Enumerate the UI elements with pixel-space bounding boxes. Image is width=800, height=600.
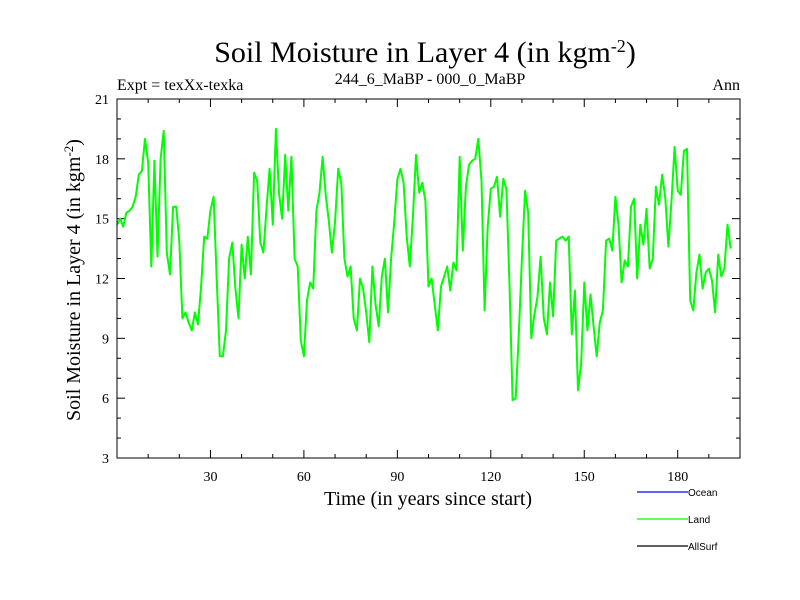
x-tick-label: 150 bbox=[574, 470, 595, 485]
y-tick-label: 12 bbox=[95, 273, 109, 288]
x-axis-label: Time (in years since start) bbox=[324, 488, 532, 510]
plot-frame bbox=[116, 98, 741, 459]
y-tick-label: 21 bbox=[95, 93, 109, 108]
legend: Ocean Land AllSurf bbox=[637, 488, 718, 553]
legend-label-ocean: Ocean bbox=[688, 488, 717, 499]
y-tick-label: 18 bbox=[95, 153, 109, 168]
x-tick-label: 90 bbox=[390, 470, 404, 485]
subtitle-left: Expt = texXx-texka bbox=[117, 77, 243, 94]
subtitle-right: Ann bbox=[712, 77, 740, 94]
chart-title: Soil Moisture in Layer 4 (in kgm-2) bbox=[214, 36, 636, 69]
y-tick-label: 15 bbox=[95, 213, 109, 228]
y-tick-label: 9 bbox=[102, 332, 109, 347]
series-layer bbox=[116, 127, 732, 402]
subtitle-center: 244_6_MaBP - 000_0_MaBP bbox=[335, 71, 526, 88]
legend-label-allsurf: AllSurf bbox=[688, 542, 718, 553]
tick-marks bbox=[117, 99, 740, 458]
y-tick-label: 3 bbox=[102, 452, 109, 467]
y-tick-label: 6 bbox=[102, 392, 109, 407]
legend-label-land: Land bbox=[688, 515, 710, 526]
series-line-land bbox=[116, 127, 732, 402]
x-tick-label: 180 bbox=[667, 470, 688, 485]
x-tick-label: 120 bbox=[480, 470, 501, 485]
x-tick-label: 60 bbox=[297, 470, 311, 485]
x-tick-label: 30 bbox=[203, 470, 217, 485]
x-tick-labels: 30 60 90 120 150 180 bbox=[203, 470, 688, 485]
y-axis-label: Soil Moisture in Layer 4 (in kgm-2) bbox=[61, 139, 86, 421]
y-tick-labels: 3 6 9 12 15 18 21 bbox=[95, 93, 109, 467]
